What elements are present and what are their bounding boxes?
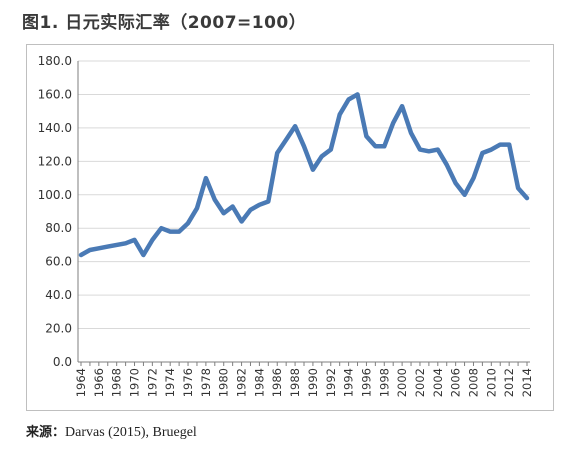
chart-frame — [26, 44, 554, 411]
series-lines — [78, 92, 530, 258]
y-tick-label: 160.0 — [38, 87, 72, 101]
y-tick-label: 80.0 — [45, 221, 72, 235]
x-tick-label: 1982 — [235, 368, 249, 397]
x-tick-label: 1978 — [199, 368, 213, 397]
y-tick-label: 20.0 — [45, 322, 72, 336]
y-tick-label: 120.0 — [38, 154, 72, 168]
x-tick-label: 1998 — [377, 368, 391, 397]
y-tick-label: 60.0 — [45, 255, 72, 269]
x-tick-label: 2006 — [449, 368, 463, 397]
x-tick-label: 1976 — [181, 368, 195, 397]
source-text: Darvas (2015), Bruegel — [65, 425, 197, 440]
x-tick-label: 1984 — [252, 368, 266, 397]
source-label: 来源： — [26, 425, 66, 440]
x-tick-label: 1972 — [145, 368, 159, 397]
y-tick-label: 0.0 — [53, 355, 72, 369]
x-tick-label: 1970 — [128, 368, 142, 397]
x-tick-label: 2002 — [413, 368, 427, 397]
y-tick-label: 180.0 — [38, 54, 72, 68]
y-tick-label: 100.0 — [38, 188, 72, 202]
x-tick-label: 1966 — [92, 368, 106, 397]
x-tick-label: 1974 — [163, 368, 177, 397]
x-tick-label: 2004 — [431, 368, 445, 397]
x-tick-label: 2014 — [520, 368, 534, 397]
y-tick-label: 40.0 — [45, 288, 72, 302]
x-tick-label: 2012 — [502, 368, 516, 397]
series-line — [78, 92, 530, 258]
x-tick-label: 1980 — [217, 368, 231, 397]
gridlines — [78, 60, 530, 330]
x-tick-label: 2010 — [484, 368, 498, 397]
x-tick-label: 1996 — [359, 368, 373, 397]
x-tick-label: 1992 — [324, 368, 338, 397]
x-tick-label: 2008 — [466, 368, 480, 397]
x-tick-label: 1986 — [270, 368, 284, 397]
x-tick-label: 1964 — [74, 368, 88, 397]
x-tick-label: 1968 — [110, 368, 124, 397]
axes — [77, 61, 530, 366]
chart-title: 图1. 日元实际汇率（2007=100） — [22, 13, 307, 33]
x-tick-label: 1988 — [288, 368, 302, 397]
source-note: 来源：Darvas (2015), Bruegel — [26, 421, 197, 441]
x-tick-label: 1990 — [306, 368, 320, 397]
x-tick-label: 2000 — [395, 368, 409, 397]
x-tick-labels: 1964 1966 1968 1970 1972 1974 1976 1978 1980 1982… — [74, 368, 534, 397]
x-tick-label: 1994 — [342, 368, 356, 397]
y-tick-label: 140.0 — [38, 121, 72, 135]
y-tick-labels: 0.0 20.0 40.0 60.0 80.0 100.0 120.0 140.0 160.0 1… — [38, 54, 72, 369]
